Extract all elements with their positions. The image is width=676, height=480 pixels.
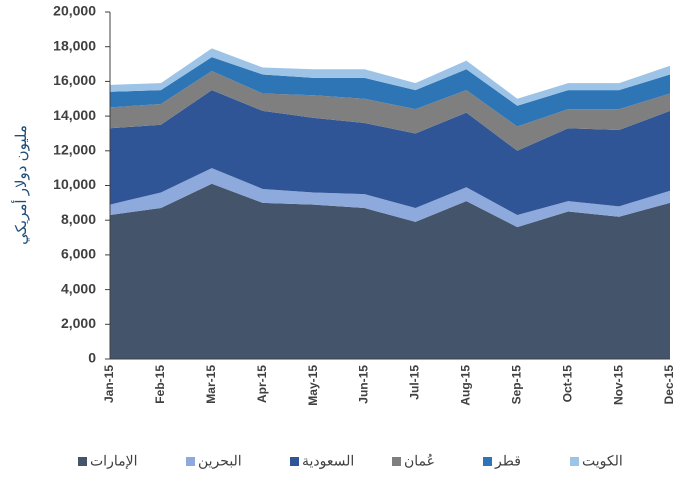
x-tick-label: Apr-15 [255, 365, 269, 403]
x-tick-label: Nov-15 [611, 365, 625, 405]
area [110, 57, 670, 127]
area [110, 48, 670, 106]
legend-label: الإمارات [90, 453, 137, 470]
x-tick-label: May-15 [306, 365, 320, 406]
y-tick-label: 0 [88, 350, 96, 366]
legend-label: قطر [494, 453, 521, 470]
y-tick-label: 12,000 [53, 142, 96, 158]
legend-label: عُمان [404, 453, 435, 469]
x-tick-label: Mar-15 [204, 365, 218, 404]
x-tick-label: Jul-15 [408, 365, 422, 400]
x-tick-label: Sep-15 [509, 365, 523, 405]
area [110, 90, 670, 215]
area [110, 70, 670, 151]
x-tick-label: Jan-15 [102, 365, 116, 403]
x-tick-label: Oct-15 [560, 365, 574, 403]
legend-swatch [78, 457, 87, 466]
x-tick-label: Jun-15 [357, 365, 371, 404]
x-tick-label: Feb-15 [153, 365, 167, 404]
legend-swatch [392, 457, 401, 466]
legend-swatch [570, 457, 579, 466]
y-axis-label: مليون دولار أمريكي [11, 125, 30, 245]
legend-label: السعودية [302, 453, 354, 470]
y-tick-label: 2,000 [61, 315, 96, 331]
y-tick-label: 14,000 [53, 107, 96, 123]
legend-swatch [186, 457, 195, 466]
legend-swatch [483, 457, 492, 466]
y-tick-label: 8,000 [61, 211, 96, 227]
y-tick-label: 16,000 [53, 72, 96, 88]
x-tick-label: Aug-15 [459, 365, 473, 406]
x-tick-label: Dec-15 [662, 365, 676, 405]
legend-label: البحرين [198, 453, 242, 470]
legend-swatch [290, 457, 299, 466]
y-tick-label: 6,000 [61, 246, 96, 262]
y-tick-label: 10,000 [53, 176, 96, 192]
legend-label: الكويت [582, 453, 623, 470]
y-tick-label: 20,000 [53, 3, 96, 19]
y-tick-label: 4,000 [61, 280, 96, 296]
area [110, 183, 670, 359]
area [110, 168, 670, 228]
y-tick-label: 18,000 [53, 37, 96, 53]
